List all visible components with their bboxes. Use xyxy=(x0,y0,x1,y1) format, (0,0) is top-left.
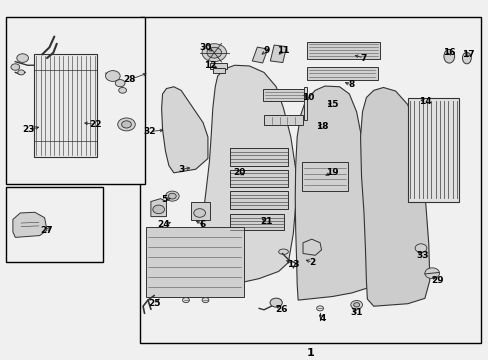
Circle shape xyxy=(316,306,323,311)
Polygon shape xyxy=(200,65,295,288)
Circle shape xyxy=(202,44,226,62)
Bar xyxy=(304,87,306,120)
Bar xyxy=(263,89,306,101)
Bar xyxy=(5,187,103,262)
Bar xyxy=(210,63,227,69)
Bar xyxy=(270,45,286,63)
Circle shape xyxy=(414,244,426,252)
Circle shape xyxy=(115,80,125,87)
Ellipse shape xyxy=(278,249,288,255)
Text: 16: 16 xyxy=(442,48,455,57)
Text: 26: 26 xyxy=(274,305,287,314)
Text: 32: 32 xyxy=(143,127,155,136)
Polygon shape xyxy=(13,212,47,237)
Text: 21: 21 xyxy=(260,217,272,226)
Bar xyxy=(190,202,210,220)
Polygon shape xyxy=(303,239,321,255)
Text: 23: 23 xyxy=(22,125,35,134)
Text: 19: 19 xyxy=(325,168,338,177)
Circle shape xyxy=(353,303,359,307)
Bar xyxy=(140,17,480,343)
Circle shape xyxy=(182,298,189,303)
Polygon shape xyxy=(360,87,429,306)
Text: 33: 33 xyxy=(415,251,428,260)
Circle shape xyxy=(122,121,131,128)
Text: 18: 18 xyxy=(316,122,328,131)
Circle shape xyxy=(105,71,120,81)
Polygon shape xyxy=(161,87,207,173)
Text: 27: 27 xyxy=(41,226,53,235)
Circle shape xyxy=(119,87,126,93)
Circle shape xyxy=(168,193,176,199)
Text: 30: 30 xyxy=(199,43,211,52)
Circle shape xyxy=(165,191,179,201)
Ellipse shape xyxy=(443,49,454,63)
Circle shape xyxy=(206,47,221,58)
Text: 12: 12 xyxy=(203,61,216,70)
Circle shape xyxy=(11,64,20,70)
Bar xyxy=(229,192,288,209)
Bar xyxy=(302,162,347,191)
Text: 13: 13 xyxy=(286,260,299,269)
Text: 28: 28 xyxy=(123,75,136,84)
Bar xyxy=(407,98,458,202)
Text: 7: 7 xyxy=(360,54,366,63)
Text: 25: 25 xyxy=(148,299,160,308)
Text: 10: 10 xyxy=(301,93,313,102)
Bar xyxy=(252,47,267,63)
Ellipse shape xyxy=(269,298,282,307)
Text: 9: 9 xyxy=(263,46,269,55)
Text: 17: 17 xyxy=(462,50,474,59)
Circle shape xyxy=(424,268,439,279)
Bar xyxy=(264,116,303,126)
Polygon shape xyxy=(151,199,166,217)
Text: 2: 2 xyxy=(309,258,315,267)
Text: 24: 24 xyxy=(158,220,170,229)
Polygon shape xyxy=(295,86,370,300)
Text: 6: 6 xyxy=(200,220,206,229)
Circle shape xyxy=(118,118,135,131)
Circle shape xyxy=(193,209,205,217)
Text: 3: 3 xyxy=(178,165,184,174)
Text: 4: 4 xyxy=(319,314,325,323)
Circle shape xyxy=(18,70,24,75)
Text: 14: 14 xyxy=(418,96,430,105)
Text: 15: 15 xyxy=(325,100,338,109)
Bar xyxy=(229,215,283,230)
Bar xyxy=(146,226,243,297)
Circle shape xyxy=(202,298,208,303)
Text: 8: 8 xyxy=(348,81,354,90)
Circle shape xyxy=(17,54,28,62)
Bar xyxy=(229,148,288,166)
Text: 20: 20 xyxy=(233,168,245,177)
Text: 31: 31 xyxy=(350,308,362,317)
Text: 29: 29 xyxy=(430,276,443,285)
Bar xyxy=(5,17,144,184)
Bar xyxy=(34,54,97,157)
Ellipse shape xyxy=(462,52,470,64)
Text: 22: 22 xyxy=(89,120,102,129)
Text: 11: 11 xyxy=(277,46,289,55)
Circle shape xyxy=(153,205,164,214)
Circle shape xyxy=(350,301,362,309)
Text: 5: 5 xyxy=(161,195,167,204)
Bar xyxy=(229,170,288,187)
Bar xyxy=(306,41,379,59)
Text: 1: 1 xyxy=(306,348,314,358)
Bar xyxy=(306,67,377,80)
Bar xyxy=(212,68,224,73)
